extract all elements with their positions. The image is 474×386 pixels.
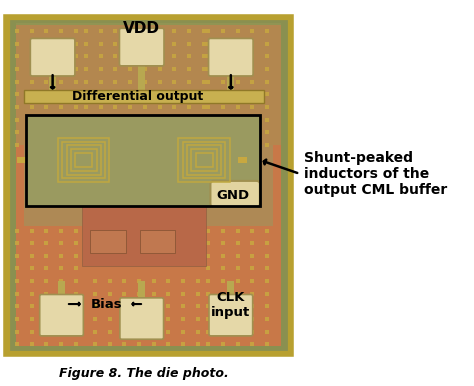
- Bar: [6, 17, 291, 354]
- Text: GND: GND: [216, 189, 249, 202]
- FancyBboxPatch shape: [119, 28, 164, 66]
- Bar: [24, 90, 264, 103]
- FancyBboxPatch shape: [210, 181, 260, 207]
- Bar: [16, 24, 281, 145]
- Bar: [24, 145, 273, 226]
- Bar: [71, 149, 97, 171]
- Text: Bias: Bias: [90, 298, 122, 311]
- Bar: [196, 153, 213, 168]
- FancyBboxPatch shape: [120, 298, 164, 339]
- Text: CLK
input: CLK input: [211, 291, 250, 319]
- Bar: [11, 21, 286, 349]
- Bar: [17, 157, 27, 163]
- Bar: [58, 138, 109, 182]
- FancyBboxPatch shape: [40, 295, 83, 336]
- Text: Figure 8. The die photo.: Figure 8. The die photo.: [59, 367, 229, 379]
- Text: Shunt-peaked
inductors of the
output CML buffer: Shunt-peaked inductors of the output CML…: [304, 151, 447, 197]
- FancyBboxPatch shape: [209, 39, 253, 76]
- Bar: [138, 281, 146, 302]
- Bar: [49, 72, 56, 91]
- Text: Differential output: Differential output: [72, 90, 203, 103]
- Bar: [63, 142, 105, 178]
- FancyBboxPatch shape: [30, 39, 75, 76]
- Bar: [16, 25, 281, 345]
- Bar: [183, 142, 226, 178]
- Text: VDD: VDD: [123, 21, 160, 36]
- Bar: [75, 153, 92, 168]
- Bar: [26, 115, 260, 206]
- Bar: [237, 157, 247, 163]
- Bar: [91, 230, 126, 253]
- Bar: [191, 149, 217, 171]
- Bar: [227, 72, 235, 91]
- Bar: [26, 115, 260, 206]
- FancyBboxPatch shape: [209, 295, 253, 336]
- Bar: [179, 138, 230, 182]
- Bar: [139, 230, 175, 253]
- Bar: [227, 281, 235, 298]
- Bar: [138, 62, 146, 91]
- Bar: [67, 146, 101, 175]
- Bar: [82, 206, 206, 266]
- Bar: [187, 146, 221, 175]
- Bar: [58, 281, 65, 298]
